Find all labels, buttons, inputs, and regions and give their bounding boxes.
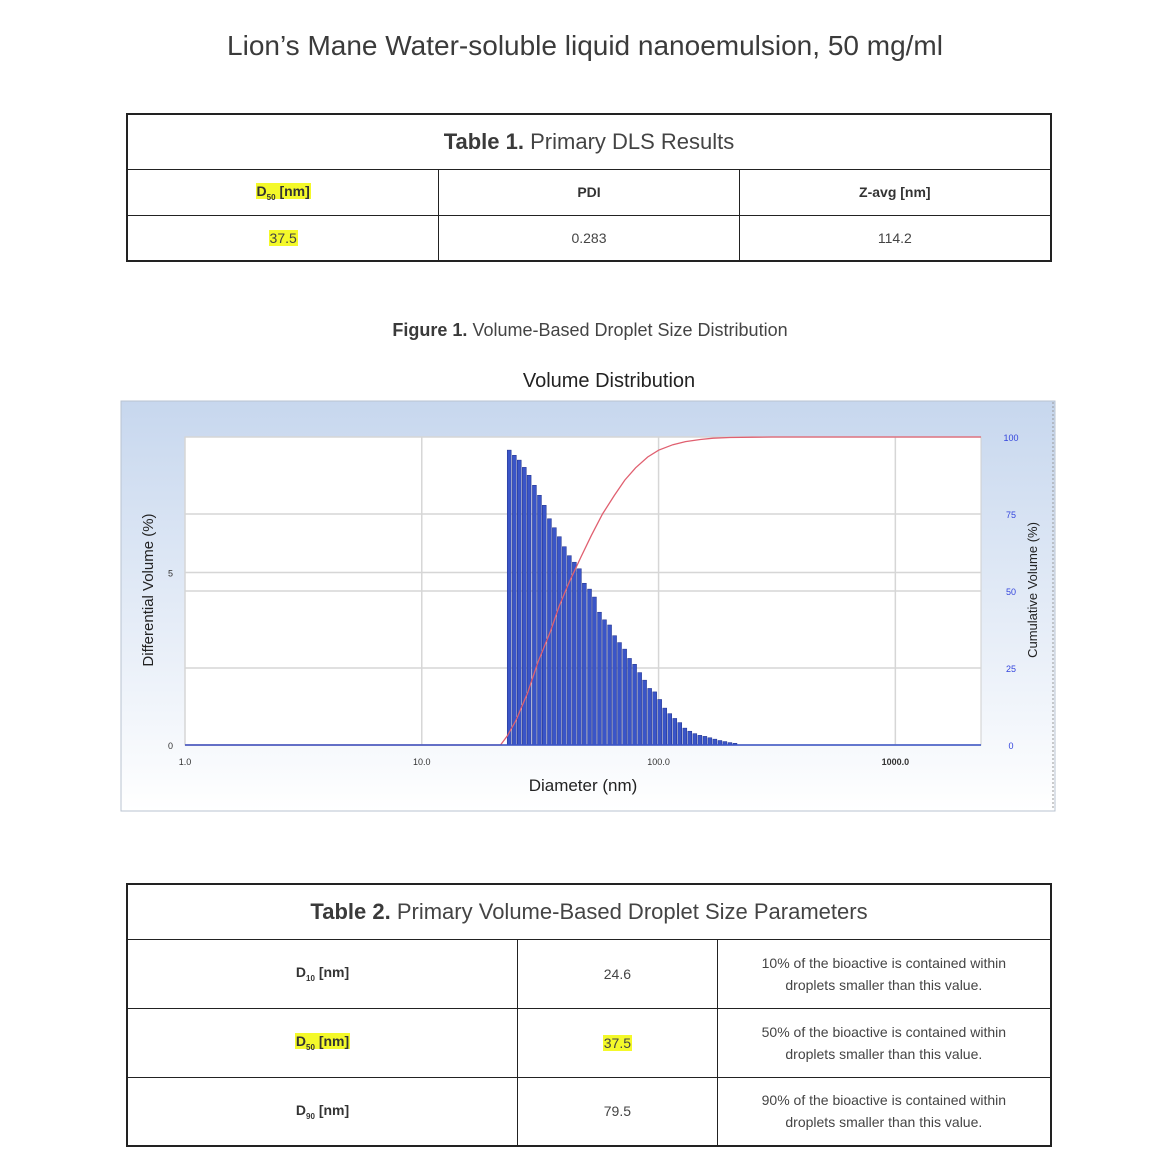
bar <box>702 736 708 746</box>
y-tick-labels: 05 <box>168 569 173 751</box>
bar <box>627 658 632 746</box>
bar <box>697 735 703 746</box>
value-d50-row: 37.5 <box>517 1007 718 1078</box>
value-d50: 37.5 <box>126 214 440 262</box>
table1-caption-label: Table 1. <box>443 128 524 154</box>
dls-results-table: Table 1. Primary DLS Results D50 [nm] PD… <box>126 113 1052 262</box>
figure-caption: Figure 1. Volume-Based Droplet Size Dist… <box>0 320 1170 341</box>
bar <box>672 718 678 746</box>
bar <box>652 691 657 746</box>
param-d10: D10 [nm] <box>126 938 519 1009</box>
y2-tick-label: 100 <box>1003 433 1018 443</box>
header-zavg: Z-avg [nm] <box>738 168 1052 216</box>
bar <box>506 449 512 746</box>
bar <box>692 733 698 746</box>
bar <box>687 730 693 746</box>
bar <box>592 596 597 746</box>
desc-d50: 50% of the bioactive is contained within… <box>716 1007 1052 1078</box>
x-tick-labels: 1.0 10.0 100.0 1000.0 <box>179 757 909 767</box>
bar <box>587 588 592 746</box>
y2-tick-label: 0 <box>1008 741 1013 751</box>
bar <box>682 727 688 746</box>
y-tick-label: 0 <box>168 741 173 751</box>
cumulative-line <box>185 436 981 746</box>
x-tick-label: 100.0 <box>647 757 670 767</box>
desc-d10: 10% of the bioactive is contained within… <box>716 938 1052 1009</box>
y2-tick-label: 50 <box>1006 587 1016 597</box>
bar <box>712 738 718 746</box>
bar <box>532 485 537 746</box>
value-zavg: 114.2 <box>738 214 1052 262</box>
bar <box>667 713 672 746</box>
bar <box>637 672 642 746</box>
bar <box>512 455 517 746</box>
desc-d90: 90% of the bioactive is contained within… <box>716 1076 1052 1147</box>
bar <box>657 699 662 746</box>
bar <box>617 642 622 746</box>
y-axis-label: Differential Volume (%) <box>140 513 157 666</box>
bar <box>632 664 637 746</box>
chart-title: Volume Distribution <box>522 370 696 392</box>
table-row: D90 [nm] 79.5 90% of the bioactive is co… <box>126 1076 1052 1147</box>
table1-caption: Table 1. Primary DLS Results <box>126 113 1052 170</box>
param-d50: D50 [nm] <box>126 1007 519 1078</box>
table2-caption: Table 2. Primary Volume-Based Droplet Si… <box>126 883 1052 940</box>
header-d50: D50 [nm] <box>126 168 440 216</box>
bar <box>597 611 602 746</box>
bar <box>607 624 612 746</box>
page-title: Lion’s Mane Water-soluble liquid nanoemu… <box>227 30 943 61</box>
table2-caption-text: Primary Volume-Based Droplet Size Parame… <box>396 898 868 924</box>
bar <box>582 582 587 746</box>
bar <box>677 722 682 746</box>
x-axis-label: Diameter (nm) <box>529 776 638 795</box>
table2-caption-label: Table 2. <box>310 898 391 924</box>
bar <box>562 546 567 746</box>
y-tick-label: 5 <box>168 569 173 579</box>
value-d10: 24.6 <box>517 938 718 1009</box>
param-d90: D90 [nm] <box>126 1076 519 1147</box>
bar <box>602 619 607 746</box>
bar <box>622 648 627 746</box>
bar <box>647 688 652 746</box>
figure-caption-text: Volume-Based Droplet Size Distribution <box>472 320 788 340</box>
droplet-size-table: Table 2. Primary Volume-Based Droplet Si… <box>126 883 1052 1147</box>
bar <box>542 505 547 746</box>
d50-header-sub: 50 <box>266 192 276 202</box>
d50-header-main: D <box>256 182 267 199</box>
bar <box>612 635 617 746</box>
y2-tick-label: 75 <box>1006 510 1016 520</box>
x-tick-label: 1000.0 <box>882 757 910 767</box>
bar <box>557 536 562 746</box>
y2-tick-label: 25 <box>1006 664 1016 674</box>
table-row: D50 [nm] 37.5 50% of the bioactive is co… <box>126 1007 1052 1078</box>
bar <box>537 495 542 746</box>
value-pdi: 0.283 <box>438 214 740 262</box>
bar <box>577 568 582 746</box>
y2-axis-label: Cumulative Volume (%) <box>1025 522 1040 658</box>
value-d90: 79.5 <box>517 1076 718 1147</box>
d50-highlight: D50 [nm] <box>255 182 311 202</box>
d50-value: 37.5 <box>268 229 298 246</box>
bar <box>526 475 532 746</box>
table1-caption-text: Primary DLS Results <box>530 128 735 154</box>
figure-caption-label: Figure 1. <box>392 320 468 340</box>
x-tick-label: 10.0 <box>413 757 431 767</box>
d50-header-unit: [nm] <box>275 182 310 199</box>
bar <box>662 707 667 746</box>
bar <box>517 459 522 746</box>
x-tick-label: 1.0 <box>179 757 192 767</box>
bar <box>707 737 713 746</box>
y2-tick-labels: 0 25 50 75 100 <box>1003 433 1018 751</box>
table-row: D10 [nm] 24.6 10% of the bioactive is co… <box>126 938 1052 1009</box>
bar <box>642 679 647 746</box>
bar <box>572 561 577 746</box>
bar <box>552 527 557 746</box>
header-pdi: PDI <box>438 168 740 216</box>
